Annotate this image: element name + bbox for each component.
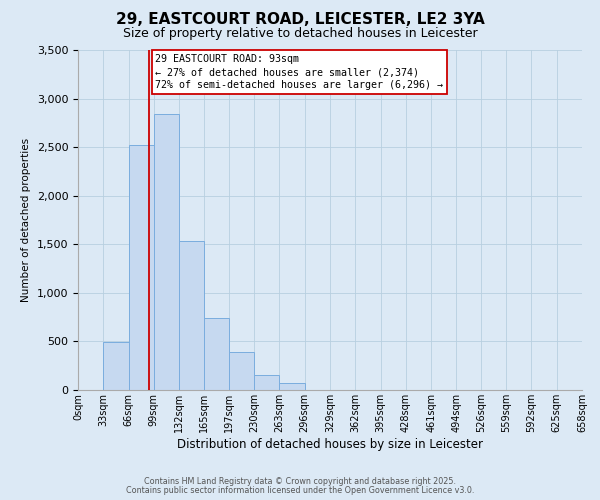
Text: 29, EASTCOURT ROAD, LEICESTER, LE2 3YA: 29, EASTCOURT ROAD, LEICESTER, LE2 3YA	[116, 12, 484, 28]
Bar	[205, 318, 229, 390]
Text: Contains public sector information licensed under the Open Government Licence v3: Contains public sector information licen…	[126, 486, 474, 495]
X-axis label: Distribution of detached houses by size in Leicester: Distribution of detached houses by size …	[177, 438, 483, 450]
Bar	[128, 145, 154, 390]
Text: 29 EASTCOURT ROAD: 93sqm
← 27% of detached houses are smaller (2,374)
72% of sem: 29 EASTCOURT ROAD: 93sqm ← 27% of detach…	[155, 54, 443, 90]
Text: Contains HM Land Registry data © Crown copyright and database right 2025.: Contains HM Land Registry data © Crown c…	[144, 477, 456, 486]
Bar	[280, 382, 305, 390]
Bar	[179, 242, 205, 390]
Bar	[103, 342, 128, 390]
Text: Size of property relative to detached houses in Leicester: Size of property relative to detached ho…	[122, 26, 478, 40]
Bar	[229, 352, 254, 390]
Bar	[254, 376, 280, 390]
Y-axis label: Number of detached properties: Number of detached properties	[21, 138, 31, 302]
Bar	[154, 114, 179, 390]
